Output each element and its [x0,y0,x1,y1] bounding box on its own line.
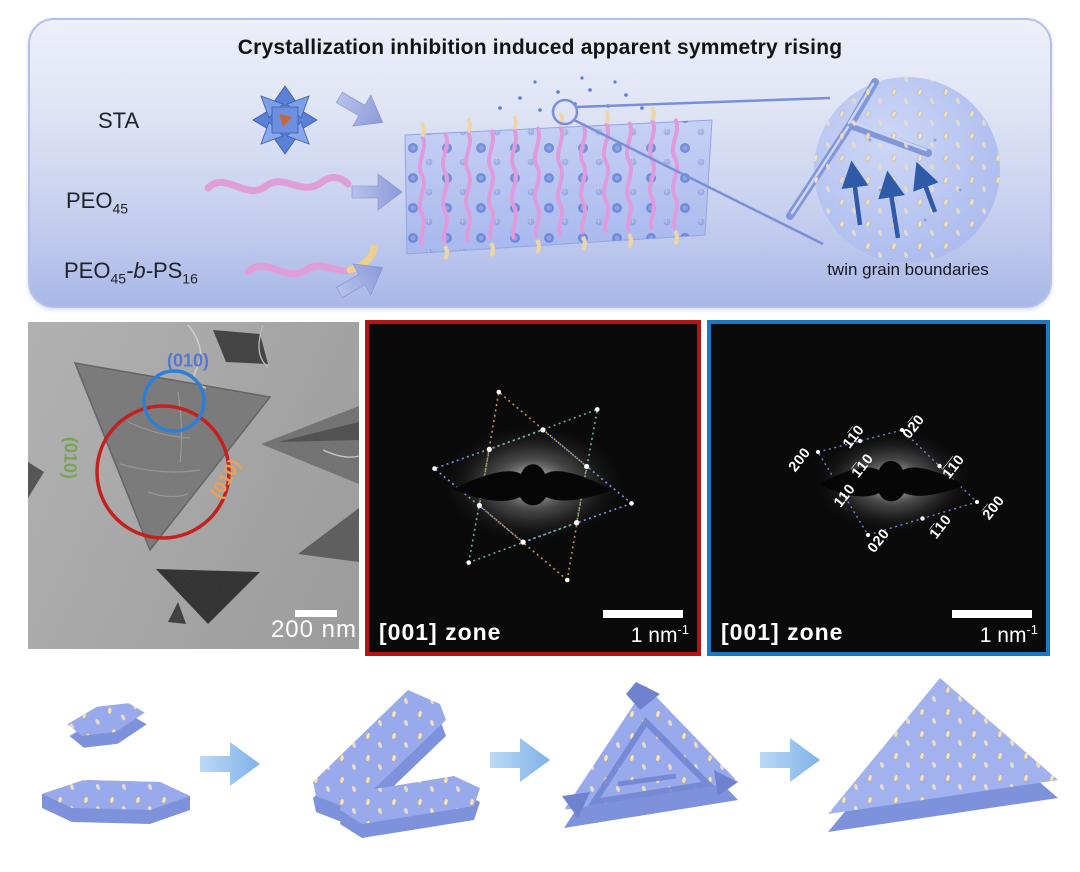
tem-micrograph [28,322,359,649]
scale-bar [295,610,337,617]
blue-selection-circle [142,369,206,433]
boundary-arrow-icon [841,160,939,239]
growth-arrow-icon [200,742,260,786]
saed-pattern-blue-panel: 200 11̅0 1̅10 02̅0 1̅1̅0 2̅00 1̅10 020 1… [707,320,1050,656]
block-copolymer-chain-icon [244,244,378,278]
growth-stage-1 [42,703,190,824]
inset-caption: twin grain boundaries [827,260,989,279]
growth-stage-2 [313,690,480,838]
saed-pattern-red-panel: [001] zone 1 nm-1 [365,320,701,656]
growth-sequence-row [0,656,1080,872]
scale-bar-label: 1 nm-1 [630,622,689,647]
saed-pattern-blue [813,428,979,537]
large-hexagonal-platelet [42,780,190,824]
scheme-panel: Crystallization inhibition induced appar… [28,18,1052,308]
sta-cluster-icon [252,85,318,155]
growth-stage-4 [828,678,1058,832]
facet-label-010-blue: (010) [166,350,210,371]
crystal-slab [404,76,713,261]
scheme-artwork [204,76,1000,308]
diffraction-spots [432,389,634,583]
label-sta: STA [98,108,140,133]
twin-boundary-inset [786,77,1000,263]
beam-stop-shadow [819,461,965,502]
scale-bar [603,610,683,618]
growth-stage-3 [562,682,738,828]
scale-bar [952,610,1032,618]
tem-micrograph-panel: (010) (010) (010) 200 nm [28,322,359,649]
beam-stop-shadow [453,464,613,506]
triangle-with-boundaries [562,682,738,828]
small-hexagonal-platelet [67,703,147,748]
assembly-arrow-icon [330,81,403,308]
growth-arrow-icon [760,738,820,782]
magnifier-callout [551,96,831,246]
scale-bar-label: 1 nm-1 [979,622,1038,647]
complete-triangle-crystal [828,678,1058,832]
label-peo-b-ps: PEO45-b-PS16 [64,258,198,287]
saed-pattern-red [432,389,634,583]
scheme-title: Crystallization inhibition induced appar… [237,36,843,59]
growth-arrow-icon [490,738,550,782]
merging-bars [313,690,480,838]
peo-chain-icon [204,174,352,195]
scale-bar-label: 200 nm [270,616,357,643]
facet-label-010-green: (010) [59,436,82,480]
zone-axis-label: [001] zone [379,619,502,645]
growth-front-dots [498,76,644,112]
red-selection-circle [95,404,231,540]
label-peo: PEO45 [66,188,129,217]
zone-axis-label: [001] zone [721,619,844,645]
